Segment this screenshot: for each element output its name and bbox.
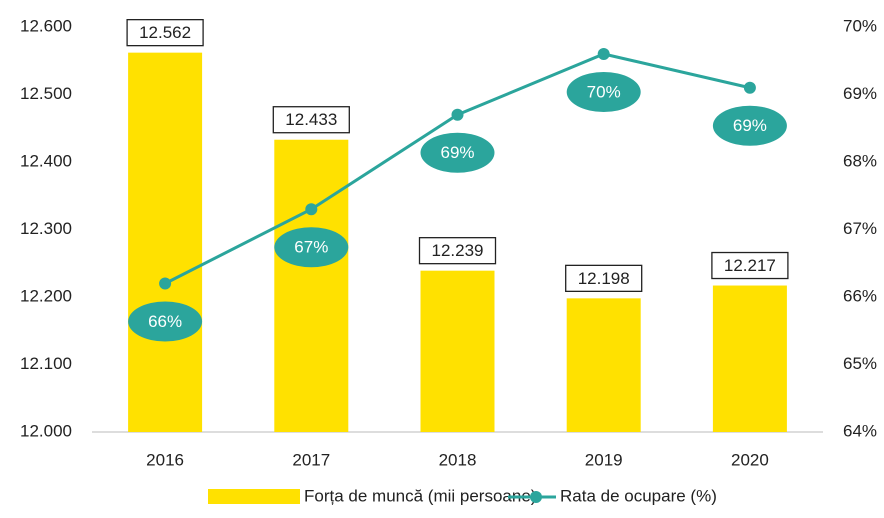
x-tick-label: 2019 <box>585 450 623 469</box>
bar <box>712 285 787 432</box>
x-tick-label: 2016 <box>146 450 184 469</box>
y-tick-label: 12.100 <box>20 354 72 373</box>
line-marker <box>451 108 464 121</box>
bar <box>274 139 349 432</box>
y2-tick-label: 69% <box>843 84 877 103</box>
bar <box>128 52 203 433</box>
y2-tick-label: 68% <box>843 151 877 170</box>
data-label: 69% <box>440 143 474 162</box>
data-label-box <box>711 251 789 280</box>
x-tick-label: 2020 <box>731 450 769 469</box>
data-label-box <box>565 264 643 293</box>
data-label-bubble <box>274 227 349 268</box>
data-label: 12.433 <box>285 110 337 129</box>
legend-swatch <box>530 491 542 503</box>
data-label-bubble <box>420 132 495 173</box>
data-label-bubble <box>566 72 641 112</box>
y2-tick-label: 67% <box>843 219 877 238</box>
y-tick-label: 12.500 <box>20 84 72 103</box>
line-marker <box>305 203 318 216</box>
data-label: 70% <box>587 82 621 101</box>
data-label: 12.198 <box>578 269 630 288</box>
y-tick-label: 12.200 <box>20 286 72 305</box>
x-tick-label: 2017 <box>292 450 330 469</box>
data-label: 12.217 <box>724 256 776 275</box>
y2-tick-label: 70% <box>843 16 877 35</box>
bar <box>420 270 495 432</box>
y-tick-label: 12.300 <box>20 219 72 238</box>
y2-tick-label: 65% <box>843 354 877 373</box>
data-label: 12.562 <box>139 23 191 42</box>
y-tick-label: 12.600 <box>20 16 72 35</box>
data-label: 66% <box>148 312 182 331</box>
data-label: 69% <box>733 116 767 135</box>
data-label-box <box>126 18 204 47</box>
bar <box>566 298 641 432</box>
y-tick-label: 12.400 <box>20 151 72 170</box>
data-label: 12.239 <box>432 241 484 260</box>
data-label-box <box>418 237 497 265</box>
legend-swatch <box>208 489 300 504</box>
line-marker <box>743 81 756 94</box>
line-marker <box>597 48 610 60</box>
data-label-bubble <box>128 301 203 342</box>
legend-label: Forța de muncă (mii persoane) <box>304 486 536 505</box>
line-marker <box>159 277 172 290</box>
legend-label: Rata de ocupare (%) <box>560 486 717 505</box>
y-tick-label: 12.000 <box>20 421 72 440</box>
y2-tick-label: 64% <box>843 421 877 440</box>
data-label-box <box>272 106 350 134</box>
y2-tick-label: 66% <box>843 286 877 305</box>
data-label-bubble <box>712 105 787 146</box>
x-tick-label: 2018 <box>439 450 477 469</box>
data-label: 67% <box>294 238 328 257</box>
